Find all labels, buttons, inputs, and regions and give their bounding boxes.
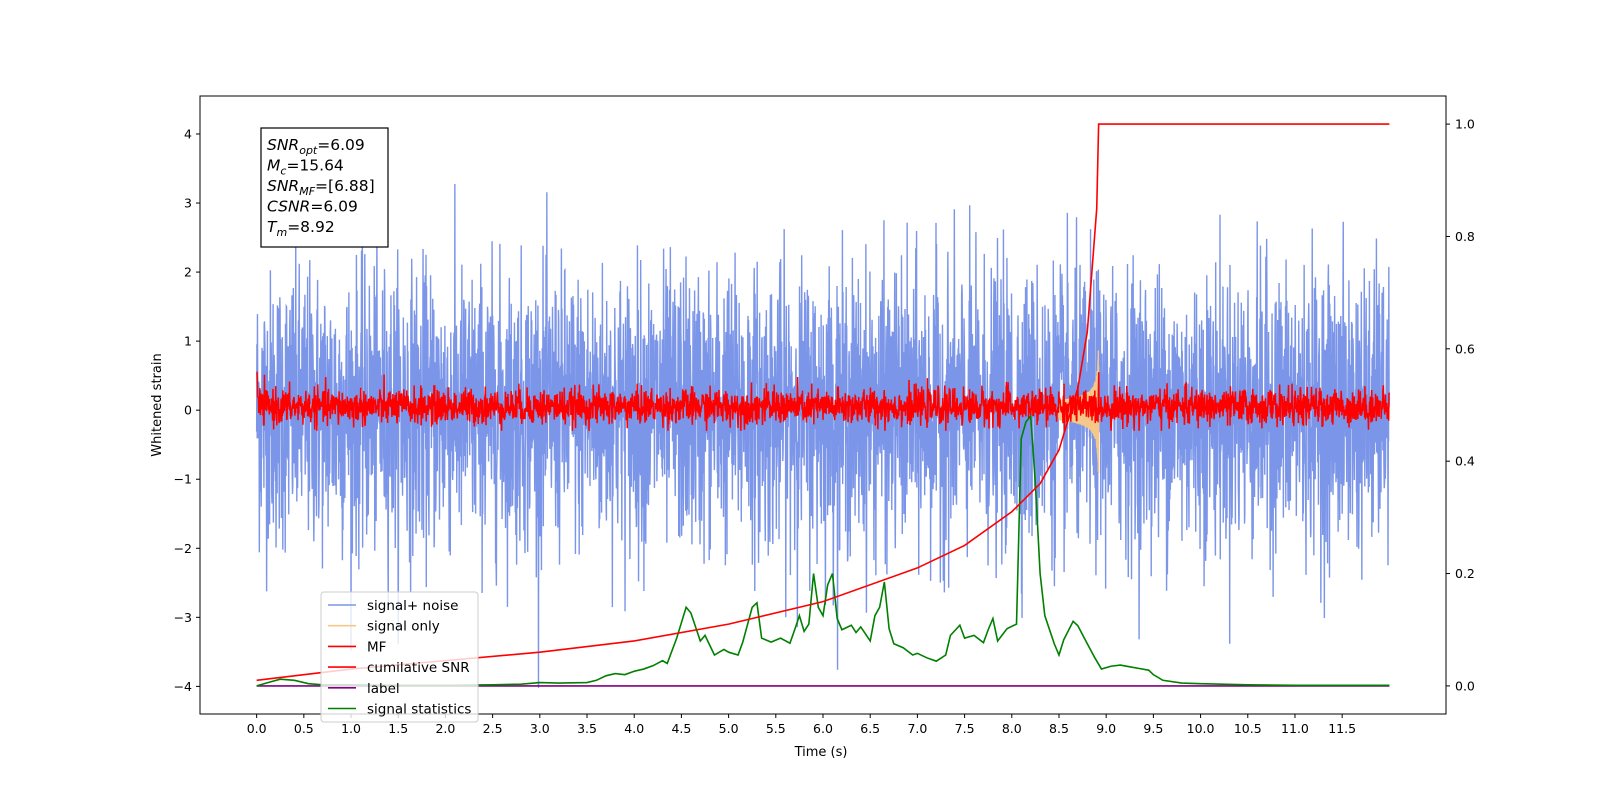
y-tick-label: 3	[184, 196, 192, 211]
annotation-box-frame	[260, 127, 389, 248]
x-axis-label: Time (s)	[794, 745, 848, 760]
y2-tick-label: 0.6	[1455, 341, 1475, 356]
legend-label-mf: MF	[367, 639, 386, 655]
x-tick-label: 2.0	[435, 721, 455, 736]
legend: signal+ noise signal only MF cumilative SNR…	[320, 591, 479, 723]
y-tick-label: −4	[174, 679, 192, 694]
x-tick-label: 10.0	[1187, 721, 1215, 736]
x-tick-label: 1.5	[388, 721, 408, 736]
x-tick-label: 10.5	[1234, 721, 1262, 736]
y-tick-label: 2	[184, 265, 192, 280]
annotation-line: Mc=15.64	[267, 157, 344, 178]
series-signal-statistics-line	[256, 414, 1390, 687]
series-cumilative-snr-line	[256, 123, 1390, 682]
series-mf-line	[256, 371, 1391, 431]
y-axis-label: Whitened strain	[150, 353, 165, 456]
x-tick-label: 4.0	[624, 721, 644, 736]
x-tick-label: 0.0	[247, 721, 267, 736]
x-axis: 0.0 0.5 1.0 1.5 2.0 2.5 3.0 3.5 4.0 4.5 5.0 5.5 6.0 6…	[247, 714, 1356, 736]
x-tick-label: 6.5	[860, 721, 880, 736]
x-tick-label: 3.0	[530, 721, 550, 736]
x-tick-label: 7.5	[955, 721, 975, 736]
y-tick-label: −1	[174, 472, 192, 487]
y-axis-left: 4 3 2 1 0 −1 −2 −3 −4	[174, 126, 200, 694]
stats-annotation-box: SNRopt=6.09Mc=15.64SNRMF=[6.88]CSNR=6.09…	[260, 127, 389, 248]
y2-tick-label: 0.8	[1455, 229, 1475, 244]
annotation-line: SNRopt=6.09	[267, 136, 365, 157]
x-tick-label: 5.5	[766, 721, 786, 736]
x-tick-label: 7.0	[907, 721, 927, 736]
x-tick-label: 1.0	[341, 721, 361, 736]
x-tick-label: 11.5	[1328, 721, 1356, 736]
x-tick-label: 11.0	[1281, 721, 1309, 736]
y-tick-label: −2	[174, 541, 192, 556]
annotation-line: Tm=8.92	[267, 218, 335, 239]
x-tick-label: 8.5	[1049, 721, 1069, 736]
y-tick-label: 1	[184, 334, 192, 349]
y2-tick-label: 0.0	[1455, 678, 1475, 693]
x-tick-label: 3.5	[577, 721, 597, 736]
x-tick-label: 9.5	[1143, 721, 1163, 736]
legend-label-signal-statistics: signal statistics	[367, 702, 471, 718]
y2-tick-label: 0.4	[1455, 454, 1475, 469]
y-tick-label: −3	[174, 610, 192, 625]
x-tick-label: 9.0	[1096, 721, 1116, 736]
legend-label-signal-noise: signal+ noise	[367, 598, 458, 614]
y-tick-label: 0	[184, 403, 192, 418]
y2-tick-label: 0.2	[1455, 566, 1475, 581]
x-tick-label: 6.0	[813, 721, 833, 736]
x-tick-label: 4.5	[671, 721, 691, 736]
legend-frame	[320, 591, 479, 723]
legend-label-signal-only: signal only	[367, 619, 440, 635]
legend-label-label: label	[367, 681, 400, 697]
x-tick-label: 8.0	[1002, 721, 1022, 736]
x-tick-label: 2.5	[483, 721, 503, 736]
x-tick-label: 0.5	[294, 721, 314, 736]
x-tick-label: 5.0	[719, 721, 739, 736]
y2-tick-label: 1.0	[1455, 117, 1475, 132]
annotation-line: CSNR=6.09	[267, 198, 358, 216]
legend-label-cumilative-snr: cumilative SNR	[367, 660, 470, 676]
y-tick-label: 4	[184, 126, 192, 141]
annotation-line: SNRMF=[6.88]	[267, 177, 375, 198]
y-axis-right: 1.0 0.8 0.6 0.4 0.2 0.0	[1446, 117, 1475, 693]
